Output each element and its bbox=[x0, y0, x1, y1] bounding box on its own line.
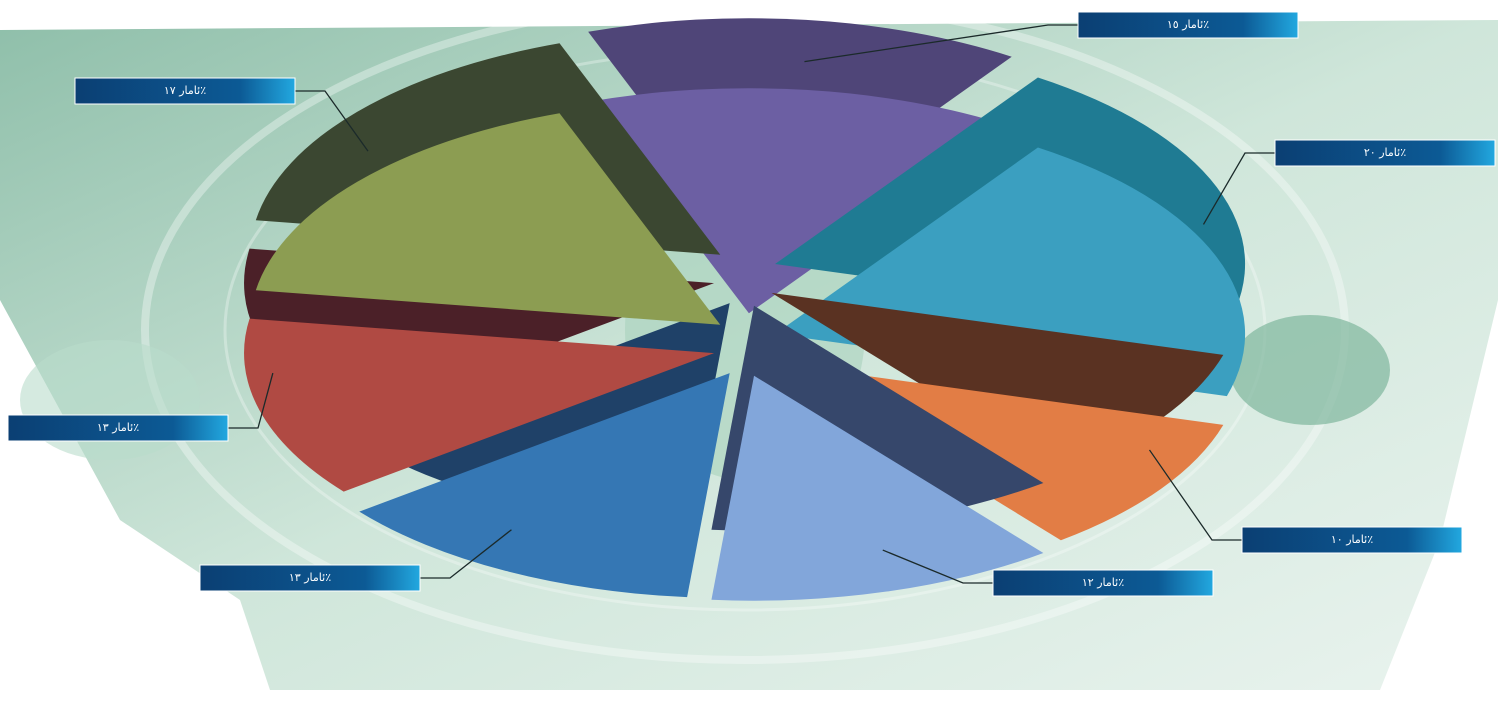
label-box bbox=[1077, 11, 1299, 39]
label-box bbox=[992, 569, 1214, 597]
leader-line bbox=[804, 24, 1078, 63]
data-label: ئامار ١٢٪ bbox=[1082, 576, 1124, 589]
label-box bbox=[199, 564, 421, 592]
data-label: ئامار ١٣٪ bbox=[97, 421, 139, 434]
labels: ئامار ١٥٪ ئامار ٢٠٪ ئامار ١٠٪ ئامار ١٢٪ ئاما… bbox=[7, 11, 1496, 597]
leader-line bbox=[882, 549, 993, 584]
label-box bbox=[74, 77, 296, 105]
slice bbox=[711, 375, 1044, 601]
slice bbox=[359, 373, 730, 598]
leader-line bbox=[295, 90, 369, 152]
data-label: ئامار ١٣٪ bbox=[289, 571, 331, 584]
leader-line bbox=[420, 529, 512, 579]
leader-line bbox=[1202, 152, 1275, 225]
slice bbox=[255, 113, 721, 325]
label-box bbox=[7, 414, 229, 442]
slice bbox=[244, 318, 715, 492]
label-box bbox=[1241, 526, 1463, 554]
pie bbox=[244, 18, 1246, 601]
leader-line bbox=[228, 372, 274, 429]
leader-line bbox=[1148, 449, 1242, 541]
data-label: ئامار ١٧٪ bbox=[164, 84, 206, 97]
data-label: ئامار ٢٠٪ bbox=[1364, 146, 1406, 159]
label-box bbox=[1274, 139, 1496, 167]
slice bbox=[588, 88, 1012, 314]
data-label: ئامار ١٠٪ bbox=[1331, 533, 1373, 546]
data-label: ئامار ١٥٪ bbox=[1167, 18, 1209, 31]
